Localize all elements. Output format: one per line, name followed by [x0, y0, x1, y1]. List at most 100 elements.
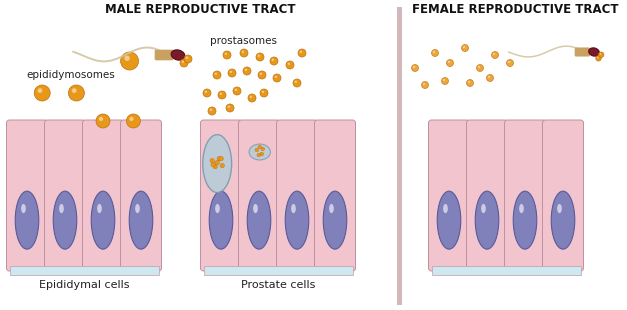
Circle shape — [99, 117, 103, 121]
Circle shape — [203, 89, 211, 97]
Circle shape — [210, 158, 214, 163]
Circle shape — [34, 85, 50, 101]
Circle shape — [507, 60, 514, 67]
Circle shape — [218, 91, 226, 99]
Ellipse shape — [59, 204, 64, 213]
Text: FEMALE REPRODUCTIVE TRACT: FEMALE REPRODUCTIVE TRACT — [412, 3, 618, 16]
Ellipse shape — [91, 191, 115, 249]
Circle shape — [213, 71, 221, 79]
Circle shape — [261, 147, 265, 151]
Ellipse shape — [135, 204, 140, 213]
Circle shape — [241, 51, 244, 53]
Circle shape — [461, 45, 468, 51]
Ellipse shape — [519, 204, 524, 213]
Circle shape — [431, 50, 438, 56]
Circle shape — [493, 53, 495, 55]
Circle shape — [71, 88, 76, 93]
Ellipse shape — [53, 191, 76, 249]
Text: epididymosomes: epididymosomes — [26, 70, 115, 80]
FancyBboxPatch shape — [575, 48, 589, 56]
Circle shape — [260, 73, 262, 75]
Bar — [9, 266, 159, 275]
Circle shape — [261, 91, 264, 93]
Circle shape — [219, 93, 222, 95]
Ellipse shape — [475, 191, 499, 249]
Circle shape — [468, 81, 470, 83]
Circle shape — [478, 66, 480, 68]
Circle shape — [275, 76, 277, 78]
Ellipse shape — [97, 204, 102, 213]
Circle shape — [443, 79, 445, 81]
Text: prostasomes: prostasomes — [210, 36, 277, 46]
Circle shape — [508, 61, 510, 63]
Circle shape — [260, 152, 263, 156]
Circle shape — [96, 114, 110, 128]
Ellipse shape — [437, 191, 461, 249]
Ellipse shape — [209, 191, 233, 249]
Ellipse shape — [215, 204, 220, 213]
Bar — [431, 266, 581, 275]
FancyBboxPatch shape — [6, 120, 48, 271]
Circle shape — [257, 153, 261, 157]
Circle shape — [463, 46, 465, 48]
Circle shape — [270, 57, 278, 65]
FancyBboxPatch shape — [155, 50, 173, 60]
Circle shape — [129, 117, 134, 121]
Ellipse shape — [329, 204, 334, 213]
Circle shape — [243, 67, 251, 75]
Circle shape — [250, 95, 252, 98]
Ellipse shape — [557, 204, 562, 213]
Text: Epididymal cells: Epididymal cells — [39, 280, 129, 290]
FancyBboxPatch shape — [238, 120, 280, 271]
Circle shape — [215, 160, 219, 165]
Circle shape — [295, 81, 297, 83]
Ellipse shape — [285, 191, 308, 249]
Ellipse shape — [291, 204, 296, 213]
FancyBboxPatch shape — [201, 120, 241, 271]
Circle shape — [219, 157, 223, 161]
Circle shape — [214, 73, 217, 75]
Circle shape — [68, 85, 85, 101]
Circle shape — [220, 163, 224, 168]
Circle shape — [433, 51, 435, 53]
Circle shape — [300, 51, 302, 53]
Ellipse shape — [551, 191, 575, 249]
Circle shape — [258, 71, 266, 79]
Circle shape — [184, 55, 192, 63]
Circle shape — [413, 66, 415, 68]
Circle shape — [234, 89, 237, 91]
FancyBboxPatch shape — [428, 120, 470, 271]
Circle shape — [223, 51, 231, 59]
Circle shape — [233, 87, 241, 95]
Ellipse shape — [514, 191, 537, 249]
Bar — [204, 266, 352, 275]
Circle shape — [186, 57, 188, 59]
FancyBboxPatch shape — [277, 120, 317, 271]
Circle shape — [421, 82, 428, 88]
Ellipse shape — [129, 191, 153, 249]
Ellipse shape — [15, 191, 39, 249]
Ellipse shape — [203, 135, 231, 193]
Circle shape — [256, 53, 264, 61]
Circle shape — [273, 74, 281, 82]
Circle shape — [477, 64, 483, 72]
Circle shape — [260, 89, 268, 97]
Text: Prostate cells: Prostate cells — [241, 280, 315, 290]
FancyBboxPatch shape — [542, 120, 584, 271]
Circle shape — [599, 52, 604, 57]
Circle shape — [182, 60, 184, 63]
FancyBboxPatch shape — [120, 120, 162, 271]
FancyBboxPatch shape — [466, 120, 507, 271]
Circle shape — [599, 53, 601, 55]
Circle shape — [226, 104, 234, 112]
Ellipse shape — [247, 191, 271, 249]
Circle shape — [224, 53, 227, 55]
Circle shape — [255, 148, 258, 152]
Circle shape — [209, 108, 212, 111]
Circle shape — [298, 49, 306, 57]
Ellipse shape — [21, 204, 26, 213]
Bar — [397, 7, 402, 305]
Circle shape — [124, 55, 130, 61]
Circle shape — [488, 76, 490, 78]
Circle shape — [286, 61, 294, 69]
